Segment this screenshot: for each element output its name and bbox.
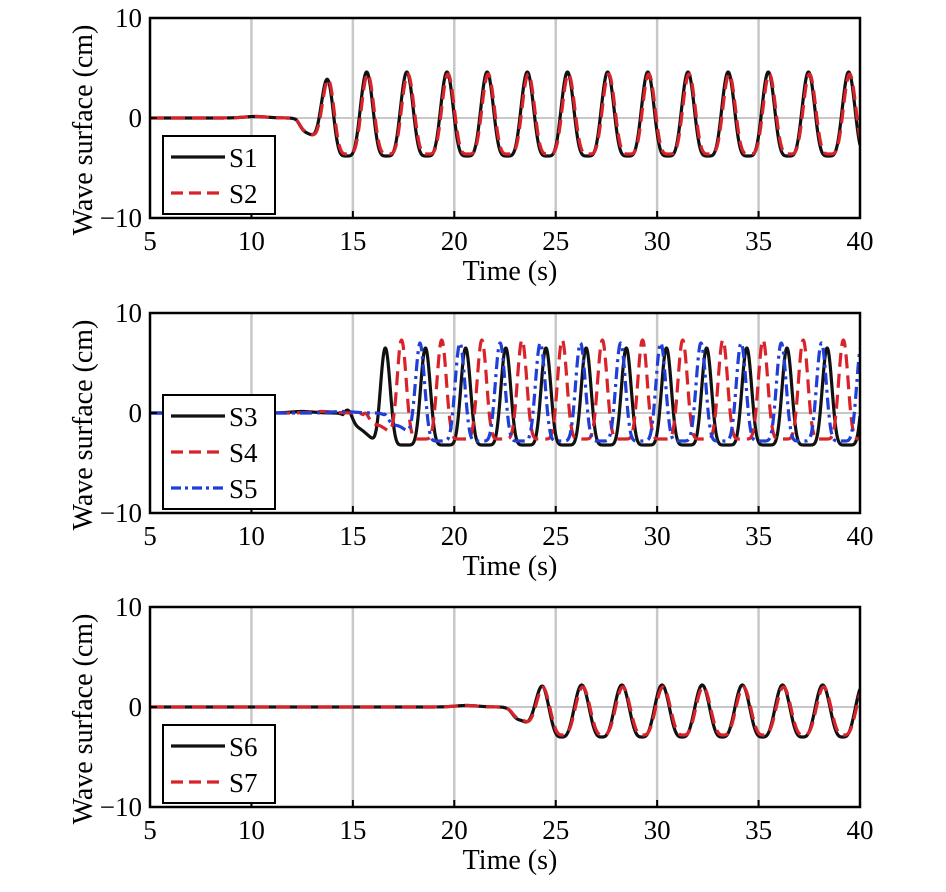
chart-panel-1: 5 10 15 20 25 30 35 40 −10 0 10 Time (s) Wave surfac… (68, 3, 874, 287)
x-tick-label: 40 (847, 521, 874, 551)
legend: S3 S4 S5 (162, 394, 276, 510)
y-tick-label: 0 (129, 692, 143, 722)
chart-panel-3: 5 10 15 20 25 30 35 40 −10 0 10 Time (s) Wave surfac… (68, 592, 874, 876)
legend-label-s3: S3 (229, 402, 258, 432)
x-tick-label: 25 (542, 521, 569, 551)
x-tick-label: 10 (238, 226, 265, 256)
legend-label-s1: S1 (229, 143, 258, 173)
x-tick-label: 30 (644, 815, 671, 845)
x-tick-label: 20 (441, 226, 468, 256)
x-tick-label: 30 (644, 521, 671, 551)
y-tick-label: 0 (129, 103, 143, 133)
legend-label-s6: S6 (229, 732, 258, 762)
y-tick-label: 10 (115, 3, 142, 33)
x-tick-label: 5 (143, 226, 157, 256)
x-tick-label: 10 (238, 521, 265, 551)
x-tick-label: 35 (745, 521, 772, 551)
legend-box (162, 135, 276, 215)
y-tick-label: 10 (115, 298, 142, 328)
y-tick-label: −10 (100, 792, 142, 822)
x-tick-label: 30 (644, 226, 671, 256)
x-axis-label: Time (s) (463, 845, 558, 876)
series-line-s7 (150, 685, 860, 737)
x-tick-label: 10 (238, 815, 265, 845)
legend-box (162, 724, 276, 804)
x-axis-label: Time (s) (463, 256, 558, 287)
y-axis-label: Wave surface (cm) (68, 614, 99, 825)
x-tick-label: 20 (441, 815, 468, 845)
x-tick-label: 5 (143, 521, 157, 551)
x-tick-label: 40 (847, 226, 874, 256)
y-axis-label: Wave surface (cm) (68, 25, 99, 236)
y-tick-label: −10 (100, 498, 142, 528)
x-tick-label: 15 (339, 815, 366, 845)
y-tick-label: −10 (100, 203, 142, 233)
chart-panel-2: 5 10 15 20 25 30 35 40 −10 0 10 Time (s) Wave surfac… (68, 298, 874, 582)
y-tick-label: 10 (115, 592, 142, 622)
x-tick-label: 35 (745, 815, 772, 845)
y-axis-label: Wave surface (cm) (68, 320, 99, 531)
x-axis-label: Time (s) (463, 551, 558, 582)
x-tick-label: 35 (745, 226, 772, 256)
x-tick-label: 15 (339, 226, 366, 256)
y-tick-label: 0 (129, 398, 143, 428)
x-tick-label: 15 (339, 521, 366, 551)
legend-label-s7: S7 (229, 768, 258, 798)
x-tick-label: 25 (542, 226, 569, 256)
x-tick-label: 40 (847, 815, 874, 845)
legend-label-s2: S2 (229, 179, 258, 209)
legend-label-s4: S4 (229, 438, 258, 468)
series-line-s2 (150, 72, 860, 156)
x-tick-label: 20 (441, 521, 468, 551)
legend-label-s5: S5 (229, 474, 258, 504)
x-tick-label: 25 (542, 815, 569, 845)
x-tick-label: 5 (143, 815, 157, 845)
